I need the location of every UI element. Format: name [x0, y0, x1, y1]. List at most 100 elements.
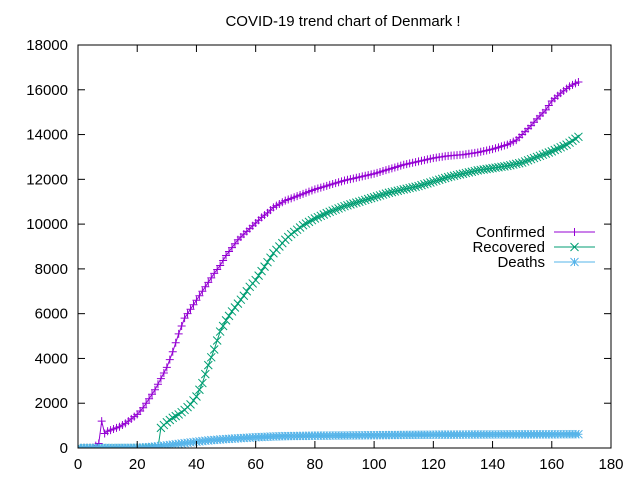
y-tick-label: 4000 — [35, 350, 68, 367]
recovered-point — [198, 378, 207, 388]
x-tick-label: 40 — [188, 456, 205, 473]
recovered-point — [511, 159, 521, 169]
recovered-point — [520, 157, 530, 166]
legend-confirmed-point — [570, 228, 579, 236]
confirmed-point — [186, 305, 195, 314]
x-tick-label: 120 — [421, 456, 446, 473]
recovered-point — [372, 191, 382, 201]
recovered-point — [378, 190, 388, 199]
recovered-point — [242, 286, 252, 296]
x-tick-label: 20 — [129, 456, 146, 473]
recovered-point — [334, 204, 343, 213]
recovered-point — [428, 177, 438, 186]
recovered-point — [393, 186, 403, 196]
recovered-point — [239, 291, 249, 301]
recovered-point — [517, 158, 527, 167]
confirmed-point — [165, 355, 174, 364]
legend-deaths-point — [570, 257, 579, 267]
recovered-point — [396, 185, 406, 195]
recovered-point — [186, 399, 195, 409]
deaths-point — [574, 429, 583, 439]
confirmed-point — [180, 314, 189, 323]
recovered-point — [257, 266, 266, 276]
recovered-point — [251, 275, 261, 285]
confirmed-point — [145, 394, 154, 403]
recovered-point — [215, 327, 225, 336]
legend-label-deaths: Deaths — [497, 254, 545, 271]
recovered-point — [343, 200, 352, 210]
confirmed-point — [541, 105, 550, 114]
plot-frame — [77, 44, 612, 449]
confirmed-point — [156, 374, 165, 383]
recovered-point — [316, 211, 326, 221]
recovered-point — [440, 173, 450, 183]
y-tick-label: 10000 — [26, 216, 68, 233]
recovered-point — [538, 150, 548, 160]
recovered-point — [508, 160, 518, 169]
recovered-point — [420, 179, 429, 189]
confirmed-point — [177, 321, 186, 330]
x-tick-label: 100 — [362, 456, 387, 473]
recovered-point — [200, 369, 210, 379]
y-tick-label: 2000 — [35, 395, 68, 412]
recovered-point — [322, 208, 332, 218]
x-tick-label: 140 — [480, 456, 505, 473]
recovered-point — [503, 161, 512, 171]
confirmed-point — [171, 338, 180, 347]
recovered-point — [254, 271, 263, 280]
recovered-point — [390, 187, 400, 196]
confirmed-point — [544, 101, 553, 110]
recovered-point — [526, 154, 536, 164]
recovered-point — [417, 180, 426, 190]
recovered-point — [405, 183, 414, 193]
recovered-point — [360, 195, 370, 205]
x-tick-label: 80 — [307, 456, 324, 473]
confirmed-point — [201, 282, 210, 291]
recovered-point — [446, 172, 456, 181]
legend-label-confirmed: Confirmed — [476, 224, 545, 241]
recovered-point — [467, 167, 477, 177]
legend-recovered-point — [570, 242, 579, 252]
recovered-point — [346, 200, 355, 209]
recovered-point — [189, 396, 198, 405]
recovered-point — [402, 184, 412, 194]
x-tick-label: 60 — [247, 456, 264, 473]
chart-title: COVID-19 trend chart of Denmark ! — [225, 13, 460, 30]
recovered-point — [505, 160, 515, 170]
recovered-point — [547, 146, 557, 156]
x-tick-label: 180 — [598, 456, 623, 473]
recovered-point — [325, 207, 335, 217]
y-tick-label: 12000 — [26, 171, 68, 188]
recovered-point — [260, 262, 269, 272]
recovered-point — [224, 311, 234, 321]
recovered-point — [384, 188, 394, 198]
recovered-point — [218, 321, 228, 331]
recovered-point — [411, 182, 420, 192]
y-tick-label: 14000 — [26, 127, 68, 144]
confirmed-point — [168, 347, 177, 356]
recovered-point — [203, 360, 213, 370]
recovered-point — [212, 336, 222, 345]
recovered-point — [408, 183, 417, 192]
confirmed-point — [207, 273, 216, 282]
recovered-point — [310, 214, 320, 223]
recovered-point — [351, 198, 361, 207]
recovered-point — [452, 170, 462, 180]
confirmed-point — [192, 296, 201, 305]
y-tick-label: 8000 — [35, 261, 68, 278]
recovered-point — [357, 196, 367, 206]
recovered-point — [381, 189, 391, 199]
recovered-point — [328, 206, 338, 216]
confirmed-point — [189, 300, 198, 309]
recovered-point — [449, 171, 459, 181]
recovered-point — [354, 197, 364, 207]
y-tick-label: 18000 — [26, 37, 68, 54]
confirmed-point — [162, 363, 171, 372]
recovered-point — [375, 191, 385, 200]
recovered-point — [266, 253, 275, 263]
recovered-point — [461, 168, 471, 178]
confirmed-point — [183, 309, 192, 318]
